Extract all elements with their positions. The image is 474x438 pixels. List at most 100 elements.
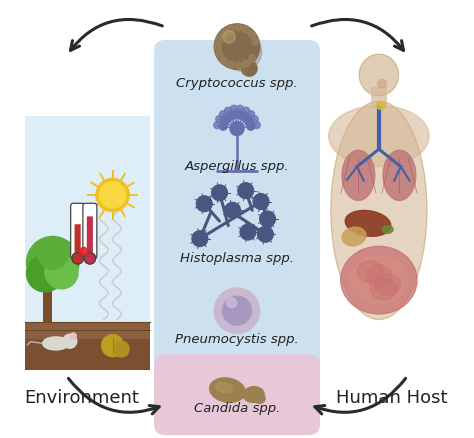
Circle shape (225, 107, 231, 114)
Circle shape (214, 122, 221, 129)
Circle shape (223, 296, 251, 325)
Text: Environment: Environment (25, 389, 139, 407)
Circle shape (223, 32, 262, 71)
Circle shape (214, 43, 221, 50)
Circle shape (237, 105, 244, 112)
Circle shape (219, 122, 227, 130)
Circle shape (27, 237, 79, 289)
Ellipse shape (342, 227, 366, 246)
Circle shape (231, 111, 239, 119)
Circle shape (220, 29, 228, 36)
Circle shape (216, 116, 223, 123)
Circle shape (227, 112, 235, 120)
Circle shape (70, 333, 76, 339)
Circle shape (227, 298, 237, 307)
Circle shape (253, 194, 269, 209)
Circle shape (220, 57, 228, 64)
Ellipse shape (341, 246, 417, 314)
Ellipse shape (254, 395, 265, 403)
Ellipse shape (43, 337, 69, 350)
Circle shape (243, 26, 249, 33)
Circle shape (37, 239, 68, 269)
Ellipse shape (366, 265, 392, 287)
Circle shape (257, 226, 273, 242)
Circle shape (225, 202, 240, 218)
Circle shape (378, 79, 386, 88)
Circle shape (246, 118, 253, 126)
Circle shape (84, 253, 96, 264)
Text: Candida spp.: Candida spp. (194, 403, 280, 415)
Text: Aspergillus spp.: Aspergillus spp. (185, 160, 289, 173)
Circle shape (196, 196, 212, 212)
Text: Histoplasma spp.: Histoplasma spp. (180, 252, 294, 265)
Circle shape (251, 116, 258, 123)
Text: Cryptococcus spp.: Cryptococcus spp. (176, 77, 298, 90)
Ellipse shape (374, 274, 401, 295)
Ellipse shape (345, 210, 391, 237)
Ellipse shape (210, 378, 245, 403)
Circle shape (248, 31, 255, 38)
Circle shape (80, 247, 88, 255)
Circle shape (27, 255, 63, 292)
Circle shape (96, 178, 129, 212)
Circle shape (100, 182, 126, 208)
Circle shape (243, 107, 249, 114)
Circle shape (63, 334, 77, 348)
Ellipse shape (357, 261, 383, 283)
FancyBboxPatch shape (83, 203, 97, 259)
Ellipse shape (215, 382, 233, 392)
Circle shape (214, 288, 260, 333)
Ellipse shape (328, 106, 429, 166)
Circle shape (219, 111, 227, 118)
Circle shape (235, 62, 242, 69)
Circle shape (227, 25, 234, 32)
Circle shape (260, 211, 275, 227)
Circle shape (240, 224, 256, 240)
FancyBboxPatch shape (74, 224, 81, 257)
Circle shape (101, 335, 124, 357)
Ellipse shape (359, 54, 399, 95)
FancyBboxPatch shape (87, 216, 93, 257)
FancyBboxPatch shape (25, 337, 150, 370)
Ellipse shape (243, 387, 264, 403)
Circle shape (238, 183, 254, 198)
Circle shape (113, 341, 129, 357)
FancyBboxPatch shape (154, 40, 320, 392)
Circle shape (212, 185, 228, 201)
Circle shape (214, 24, 260, 69)
FancyBboxPatch shape (372, 87, 387, 108)
Circle shape (248, 55, 255, 62)
Circle shape (243, 115, 251, 123)
Ellipse shape (331, 101, 427, 319)
Circle shape (230, 105, 237, 112)
Circle shape (192, 231, 208, 247)
FancyBboxPatch shape (25, 321, 150, 339)
Ellipse shape (370, 278, 396, 300)
Circle shape (247, 122, 255, 130)
Ellipse shape (383, 150, 416, 201)
FancyBboxPatch shape (43, 280, 52, 321)
Circle shape (223, 31, 235, 43)
Circle shape (101, 335, 124, 357)
Circle shape (223, 115, 231, 123)
Circle shape (239, 112, 247, 120)
Circle shape (235, 111, 243, 119)
Circle shape (72, 253, 83, 264)
Circle shape (227, 61, 234, 68)
Text: Pneumocystis spp.: Pneumocystis spp. (175, 332, 299, 346)
Circle shape (221, 118, 228, 126)
Circle shape (216, 35, 223, 42)
Ellipse shape (350, 256, 407, 304)
Circle shape (216, 51, 223, 58)
Circle shape (230, 122, 244, 136)
Circle shape (241, 60, 257, 76)
Circle shape (253, 122, 260, 129)
Ellipse shape (342, 150, 375, 201)
Circle shape (247, 111, 255, 118)
Circle shape (235, 24, 242, 31)
Text: Human Host: Human Host (336, 389, 448, 407)
FancyBboxPatch shape (71, 203, 85, 259)
Circle shape (252, 38, 259, 45)
Circle shape (246, 65, 256, 75)
FancyBboxPatch shape (25, 117, 150, 339)
